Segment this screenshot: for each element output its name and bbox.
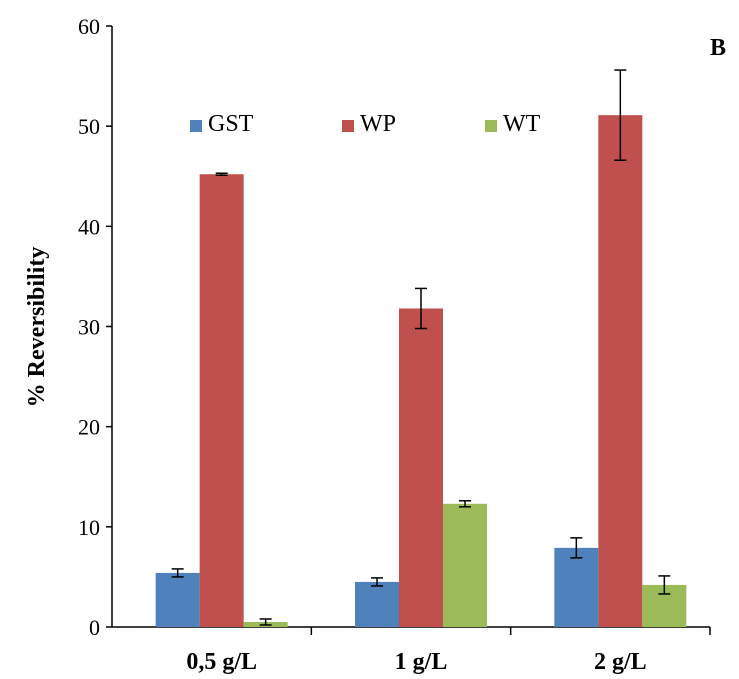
y-tick-label: 30 (78, 315, 100, 340)
bars (155, 115, 687, 628)
bar-gst-0 (155, 572, 200, 627)
x-category-label: 1 g/L (395, 649, 448, 675)
bar-gst-2 (554, 547, 599, 627)
legend: GST WP WT (190, 111, 541, 137)
error-bars (171, 69, 671, 626)
y-ticks: 0 10 20 30 40 50 60 (78, 14, 112, 640)
bar-wt-1 (443, 503, 487, 627)
y-tick-label: 0 (89, 615, 100, 640)
bar-gst-1 (355, 581, 399, 627)
y-tick-label: 60 (78, 14, 100, 39)
y-tick-label: 40 (78, 214, 100, 239)
x-category-label: 2 g/L (594, 649, 647, 675)
legend-swatch-gst (190, 120, 202, 132)
legend-swatch-wp (342, 120, 354, 132)
x-categories: 0,5 g/L 1 g/L 2 g/L (186, 627, 711, 675)
y-tick-label: 50 (78, 114, 100, 139)
legend-label-wt: WT (503, 111, 541, 137)
y-axis-label: % Reversibility (24, 247, 50, 408)
legend-label-gst: GST (208, 111, 254, 137)
legend-swatch-wt (485, 120, 497, 132)
bar-wp-0 (199, 174, 244, 627)
bar-wp-1 (399, 308, 443, 627)
legend-label-wp: WP (360, 111, 396, 137)
y-tick-label: 20 (78, 415, 100, 440)
panel-label: B (710, 35, 726, 61)
x-category-label: 0,5 g/L (186, 649, 257, 675)
bar-wp-2 (598, 115, 643, 628)
y-tick-label: 10 (78, 515, 100, 540)
